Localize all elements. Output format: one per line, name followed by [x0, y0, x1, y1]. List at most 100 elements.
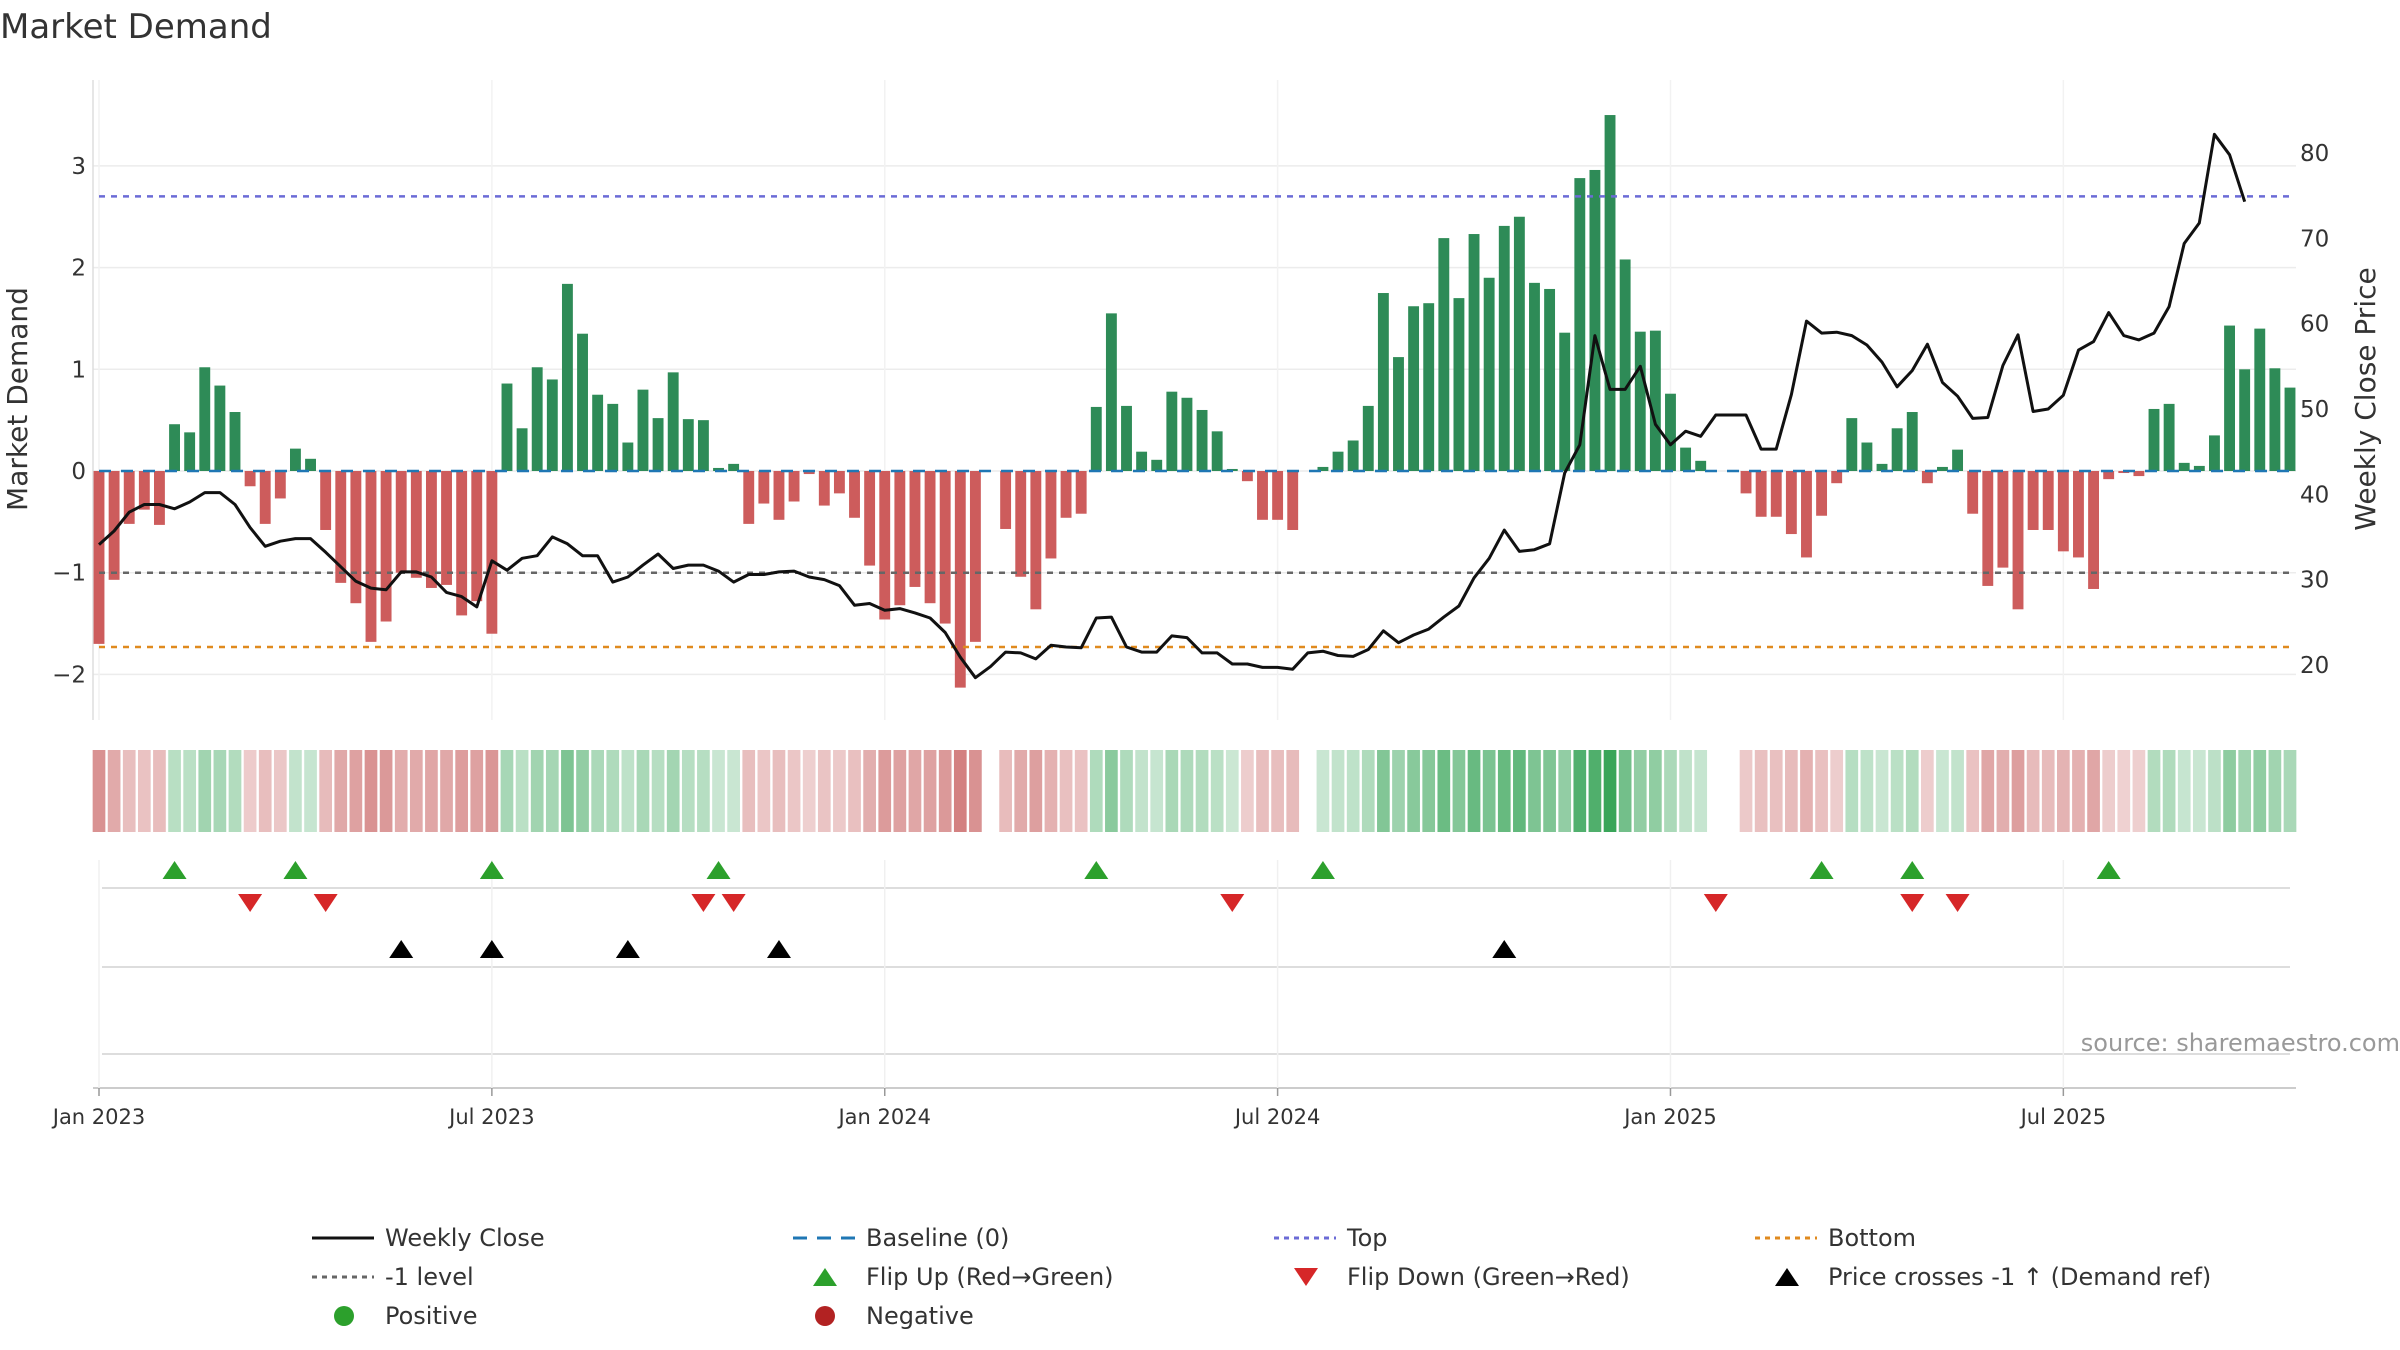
- heat-cell: [1603, 750, 1617, 832]
- heat-cell: [893, 750, 907, 832]
- heat-cell: [122, 750, 136, 832]
- heat-cell: [576, 750, 589, 832]
- legend-label: Flip Down (Green→Red): [1347, 1263, 1630, 1291]
- demand-bar: [758, 471, 770, 504]
- demand-bar: [1770, 471, 1782, 517]
- y-tick-label: 3: [71, 154, 86, 180]
- demand-bar: [2269, 368, 2281, 471]
- legend-swatch: [334, 1306, 354, 1326]
- legend-label: Price crosses -1 ↑ (Demand ref): [1828, 1263, 2211, 1291]
- heat-cell: [2117, 750, 2131, 832]
- heat-cell: [1346, 750, 1360, 832]
- demand-bar: [1574, 178, 1586, 471]
- demand-bar: [1816, 471, 1828, 516]
- heat-cell: [1618, 750, 1632, 832]
- demand-bar: [2057, 471, 2069, 552]
- heat-cell: [530, 750, 544, 832]
- demand-bar: [486, 471, 498, 634]
- demand-bar: [652, 418, 664, 471]
- demand-bar: [154, 471, 165, 525]
- heat-cell: [1921, 750, 1934, 832]
- y-axis-label: Market Demand: [1, 287, 34, 511]
- heat-cell: [1981, 750, 1995, 832]
- demand-bar: [1408, 306, 1420, 471]
- demand-bar: [1846, 418, 1858, 471]
- legend-swatch: [1294, 1268, 1318, 1286]
- heat-cell: [1543, 750, 1556, 832]
- demand-bar: [2254, 328, 2266, 471]
- heat-cell: [1482, 750, 1496, 832]
- demand-bar: [773, 471, 785, 520]
- demand-bar: [1196, 409, 1208, 471]
- heat-cell: [666, 750, 680, 832]
- demand-bar: [2239, 369, 2251, 471]
- heat-cell: [1074, 750, 1088, 832]
- heat-cell: [455, 750, 468, 832]
- demand-bar: [1785, 471, 1797, 535]
- flip-up-marker: [1900, 861, 1925, 879]
- heat-cell: [1105, 750, 1118, 832]
- heat-cell: [833, 750, 846, 832]
- demand-bar: [1952, 449, 1964, 471]
- demand-bar: [1090, 406, 1102, 471]
- heat-cell: [1573, 750, 1587, 832]
- heat-cell: [107, 750, 121, 832]
- demand-bar: [441, 471, 452, 585]
- demand-bar: [1604, 115, 1616, 472]
- demand-bar: [667, 372, 679, 471]
- heat-cell: [1180, 750, 1194, 832]
- heat-cell: [198, 750, 212, 832]
- heat-cell: [153, 750, 166, 832]
- legend-swatch: [813, 1268, 837, 1286]
- demand-bar: [1634, 331, 1646, 471]
- demand-bar: [1665, 393, 1676, 471]
- demand-bar: [1891, 428, 1903, 471]
- demand-bar: [954, 471, 966, 688]
- demand-bar: [864, 471, 876, 566]
- demand-bar: [713, 467, 724, 471]
- x-axis: Jan 2023 Jul 2023 Jan 2024 Jul 2024 Jan 2025…: [51, 1088, 2106, 1129]
- heat-cell: [319, 750, 333, 832]
- flip-down-marker: [1945, 894, 1970, 912]
- demand-bar: [924, 471, 936, 604]
- heat-cell: [1497, 750, 1511, 832]
- demand-bar: [1831, 471, 1843, 484]
- demand-bar: [1030, 471, 1042, 610]
- heat-cell: [742, 750, 756, 832]
- heat-cell: [2087, 750, 2100, 832]
- demand-bar: [577, 333, 588, 471]
- heat-cell: [1089, 750, 1103, 832]
- demand-bar: [1529, 282, 1540, 471]
- demand-bar: [1861, 442, 1873, 471]
- heat-cell: [969, 750, 982, 832]
- heat-cell: [2177, 750, 2191, 832]
- demand-bar: [607, 403, 619, 471]
- heat-cell: [364, 750, 378, 832]
- demand-bar: [546, 379, 558, 471]
- x-tick-label: Jan 2023: [51, 1105, 146, 1129]
- heat-cell: [425, 750, 438, 832]
- demand-bar: [1740, 471, 1752, 494]
- demand-bar: [1876, 463, 1888, 471]
- heat-cell: [1936, 750, 1949, 832]
- demand-bar: [1166, 391, 1178, 471]
- heat-cell: [545, 750, 559, 832]
- demand-bar: [395, 471, 407, 573]
- demand-bar: [2133, 471, 2145, 477]
- heat-cell: [1890, 750, 1904, 832]
- demand-bar: [939, 471, 951, 624]
- flip-up-marker: [1809, 861, 1834, 879]
- heat-cell: [681, 750, 695, 832]
- legend-label: -1 level: [385, 1263, 474, 1291]
- heat-cell: [2253, 750, 2267, 832]
- legend-label: Baseline (0): [866, 1224, 1009, 1252]
- y2-tick-label: 80: [2300, 141, 2329, 167]
- heat-cell: [1905, 750, 1919, 832]
- heat-cell: [1996, 750, 2010, 832]
- heat-cell: [334, 750, 348, 832]
- demand-bar: [2163, 403, 2175, 471]
- chart-title: Market Demand: [0, 7, 272, 47]
- heat-cell: [817, 750, 831, 832]
- heat-cell: [440, 750, 453, 832]
- heat-cell: [2268, 750, 2282, 832]
